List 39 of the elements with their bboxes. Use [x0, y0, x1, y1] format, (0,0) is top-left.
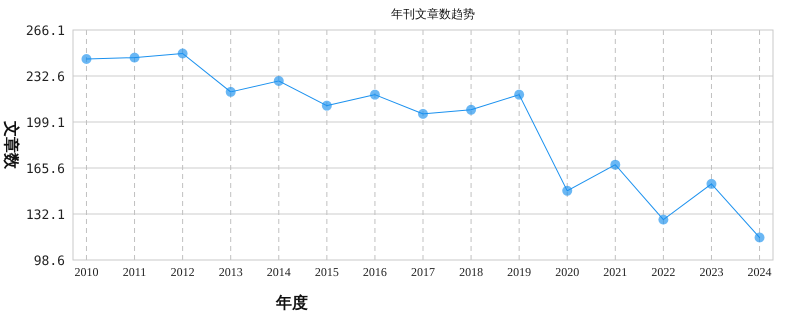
point [610, 160, 620, 170]
x-tick-label: 2018 [459, 265, 484, 279]
x-tick-label: 2023 [699, 265, 724, 279]
point [418, 108, 428, 119]
point [514, 90, 524, 100]
x-tick-label: 2021 [603, 265, 628, 279]
point [658, 214, 668, 225]
x-tick-label: 2017 [411, 265, 435, 279]
x-tick-label: 2014 [266, 265, 291, 279]
point [322, 100, 332, 111]
point [562, 186, 572, 196]
y-tick-label: 232.6 [26, 70, 65, 85]
point [178, 48, 188, 58]
point [466, 104, 476, 115]
x-tick-label: 2013 [218, 265, 243, 279]
x-axis-title: 年度 [275, 293, 308, 312]
x-tick-label: 2012 [170, 265, 195, 279]
x-tick-label: 2011 [122, 265, 146, 279]
x-tick-label: 2024 [748, 265, 772, 279]
y-tick-label: 199.1 [26, 116, 65, 131]
x-tick-label: 2022 [651, 265, 676, 279]
y-tick-label: 266.1 [26, 24, 65, 39]
point [130, 52, 140, 63]
point [754, 232, 765, 242]
x-tick-label: 2016 [362, 265, 387, 279]
y-tick-label: 98.6 [34, 254, 65, 269]
point [274, 76, 284, 86]
x-tick-label: 2015 [314, 265, 339, 279]
x-tick-label: 2020 [555, 265, 580, 279]
chart-title: 年刊文章数趋势 [391, 7, 475, 21]
point [370, 90, 380, 100]
y-tick-label: 165.6 [26, 162, 65, 177]
x-tick-label: 2010 [74, 265, 98, 279]
x-tick-label: 2019 [507, 265, 532, 279]
point [706, 178, 716, 189]
point [226, 86, 236, 97]
y-tick-label: 132.1 [26, 208, 65, 223]
point [81, 54, 92, 64]
y-axis-title: 文章数 [2, 120, 20, 170]
